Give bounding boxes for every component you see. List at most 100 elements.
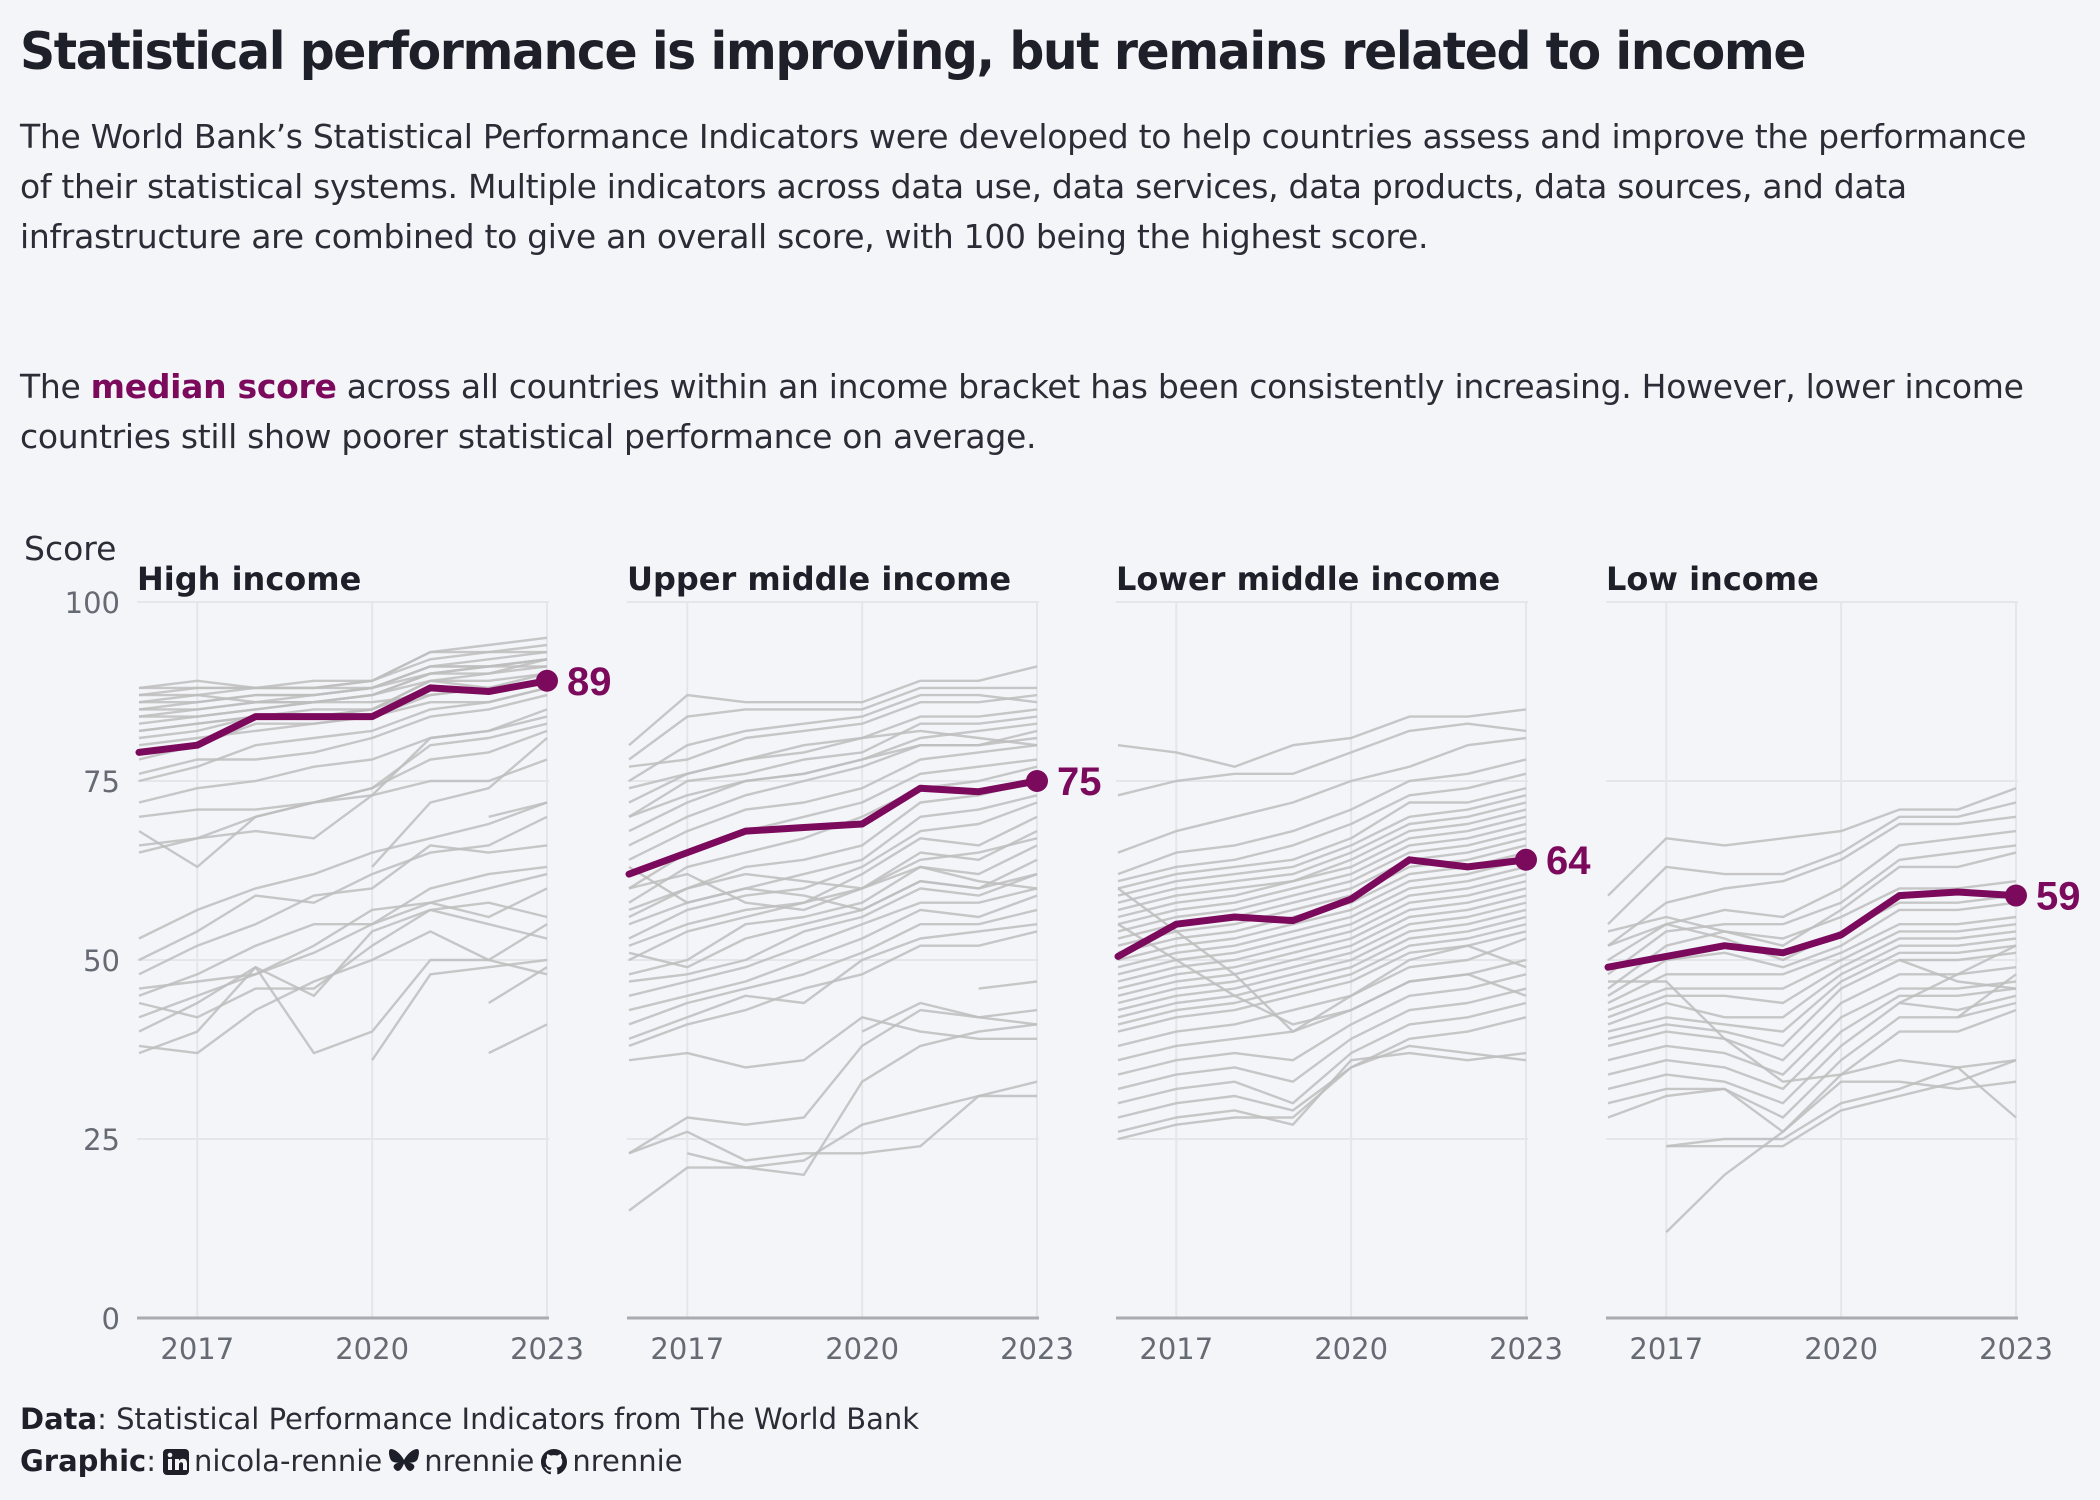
country-line: [1898, 958, 2017, 990]
chart-title: Statistical performance is improving, bu…: [20, 22, 1807, 82]
median-end-point: [2005, 884, 2027, 907]
country-line: [1607, 801, 2017, 926]
country-line: [1117, 872, 1527, 976]
caption-data-label: Data: [20, 1402, 98, 1436]
median-line: [1114, 856, 1530, 960]
country-line: [1117, 887, 1527, 1033]
x-tick-label: 2023: [1489, 1332, 1563, 1366]
x-tick-label: 2023: [1000, 1332, 1074, 1366]
caption: Data: Statistical Performance Indicators…: [20, 1398, 919, 1487]
country-line: [1117, 758, 1527, 876]
country-line: [1117, 1044, 1527, 1141]
caption-data-text: : Statistical Performance Indicators fro…: [97, 1402, 920, 1436]
country-line: [138, 872, 548, 1019]
country-line: [1608, 980, 2017, 1083]
country-line: [628, 815, 1038, 947]
country-line: [1898, 944, 2017, 1005]
country-line: [1607, 966, 2017, 1062]
x-tick-label: 2023: [510, 1332, 584, 1366]
country-line: [1607, 815, 2017, 947]
country-line: [1117, 722, 1527, 797]
country-line: [138, 923, 548, 1055]
country-line: [1607, 787, 2017, 897]
country-line: [138, 801, 548, 940]
y-tick-label: 100: [65, 586, 120, 620]
country-line: [1117, 794, 1527, 897]
median-line: [135, 677, 551, 756]
country-line: [138, 658, 548, 697]
country-line: [628, 686, 1037, 761]
median-end-point: [1026, 770, 1048, 792]
country-line: [1117, 822, 1527, 926]
country-line: [1956, 973, 2017, 1019]
country-line: [1117, 908, 1527, 1012]
country-line: [1117, 808, 1527, 912]
country-line: [1117, 772, 1527, 883]
country-line: [628, 930, 1038, 1048]
country-line: [628, 830, 1038, 962]
median-end-label: 89: [567, 660, 612, 704]
country-line: [861, 1001, 1038, 1033]
x-tick-label: 2020: [1804, 1332, 1878, 1366]
country-line: [1117, 894, 1527, 997]
country-line: [1607, 994, 2017, 1105]
country-line: [978, 980, 1038, 990]
country-line: [1117, 923, 1527, 1026]
country-line: [628, 1080, 1038, 1162]
country-line: [628, 894, 1038, 1012]
country-line: [628, 872, 1038, 983]
country-line: [1607, 944, 2017, 1033]
x-tick-label: 2017: [1629, 1332, 1703, 1366]
median-line: [1604, 888, 2020, 971]
country-line: [138, 708, 548, 854]
country-line: [1607, 930, 2017, 1019]
country-line: [1607, 1001, 2017, 1119]
x-tick-label: 2023: [1979, 1332, 2053, 1366]
country-line: [1117, 901, 1527, 1005]
subtitle-p2-post: across all countries within an income br…: [20, 367, 2024, 456]
panel-title: Lower middle income: [1116, 560, 1500, 598]
linkedin-icon: [162, 1445, 190, 1487]
country-line: [628, 765, 1038, 904]
caption-graphic-label: Graphic: [20, 1444, 147, 1478]
country-line: [1117, 708, 1527, 768]
country-line: [1607, 880, 2017, 940]
country-line: [628, 729, 1038, 790]
country-line: [1117, 1016, 1527, 1119]
github-icon: [540, 1445, 568, 1487]
country-line: [1607, 951, 2017, 1048]
median-end-point: [1515, 848, 1537, 871]
country-line: [1607, 844, 2017, 976]
panel-title: High income: [137, 560, 361, 598]
country-line: [138, 758, 548, 869]
country-line: [138, 729, 548, 847]
country-line: [628, 837, 1038, 912]
x-tick-label: 2017: [650, 1332, 724, 1366]
x-tick-label: 2020: [1314, 1332, 1388, 1366]
country-line: [1607, 901, 2017, 997]
linkedin-handle[interactable]: nicola-rennie: [194, 1444, 383, 1478]
country-line: [138, 815, 548, 962]
country-line: [628, 715, 1038, 818]
country-line: [1117, 915, 1527, 1019]
median-end-label: 59: [2036, 875, 2081, 919]
bluesky-icon: [388, 1445, 420, 1487]
bluesky-handle[interactable]: nrennie: [424, 1444, 535, 1478]
y-tick-label: 25: [83, 1123, 120, 1157]
x-tick-label: 2020: [335, 1332, 409, 1366]
country-line: [138, 636, 548, 690]
country-line: [628, 865, 1038, 912]
x-tick-label: 2017: [1139, 1332, 1213, 1366]
median-score-highlight: median score: [90, 367, 337, 406]
country-line: [1607, 980, 2017, 1076]
country-line: [1607, 1008, 2017, 1133]
country-line: [1607, 937, 2017, 1026]
caption-graphic-line: Graphic: nicola-rennie nrennie nrennie: [20, 1440, 919, 1487]
y-tick-label: 50: [83, 944, 120, 978]
country-line: [1117, 829, 1527, 933]
country-line: [628, 865, 1038, 912]
country-line: [1117, 801, 1527, 904]
github-handle[interactable]: nrennie: [572, 1444, 683, 1478]
country-line: [138, 693, 548, 775]
panel-title: Upper middle income: [627, 560, 1011, 598]
